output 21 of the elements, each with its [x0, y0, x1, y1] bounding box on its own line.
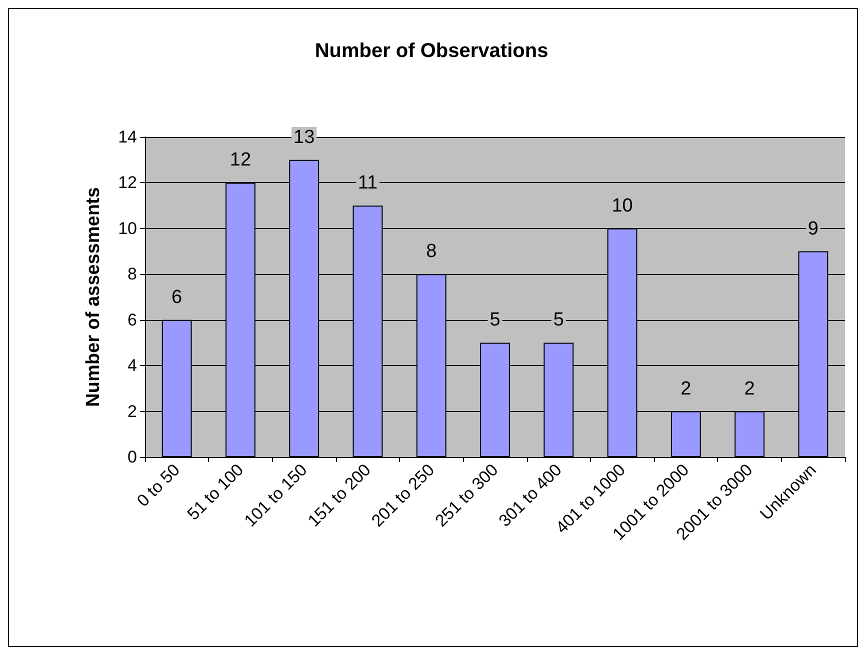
- data-label: 8: [426, 241, 437, 262]
- data-label: 11: [358, 172, 378, 194]
- y-tick-label: 0: [128, 448, 137, 466]
- y-tick-label: 14: [118, 128, 137, 146]
- data-label: 2: [680, 378, 692, 400]
- y-tick-label: 6: [128, 310, 137, 330]
- y-tick-label: 12: [118, 173, 137, 192]
- data-label: 12: [230, 150, 252, 171]
- data-label: 6: [172, 286, 182, 308]
- data-label: 10: [612, 195, 633, 216]
- y-tick-label: 4: [128, 356, 137, 376]
- y-tick-label: 10: [118, 218, 137, 238]
- y-tick-label: 8: [128, 264, 137, 284]
- data-label: 2: [744, 378, 755, 400]
- y-tick-label: 2: [128, 402, 137, 421]
- data-label: 13: [294, 126, 315, 148]
- chart-title: Number of Observations: [314, 40, 548, 62]
- y-axis-title: Number of assessments: [83, 187, 104, 407]
- data-label: 5: [553, 310, 564, 331]
- data-label: 9: [808, 218, 818, 240]
- data-label: 5: [490, 310, 500, 331]
